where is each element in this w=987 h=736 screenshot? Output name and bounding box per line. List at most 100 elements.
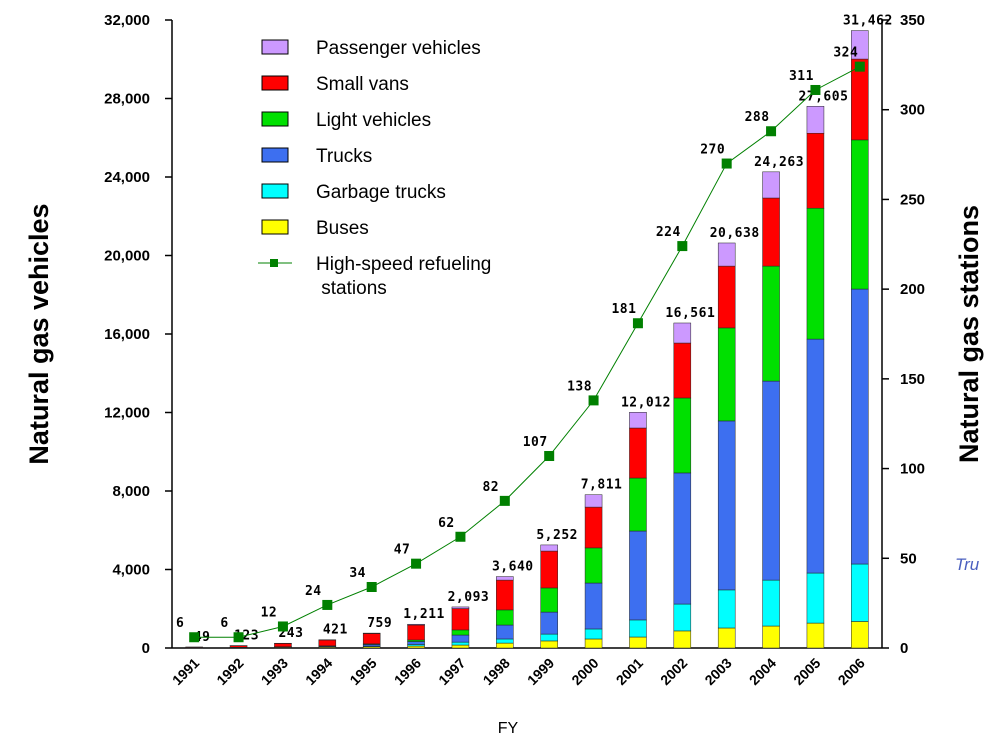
bar-segment bbox=[806, 572, 825, 624]
bar-segment bbox=[540, 587, 558, 613]
legend-label: Garbage trucks bbox=[316, 182, 446, 203]
bar-segment bbox=[629, 619, 647, 638]
x-axis-title: FY bbox=[498, 720, 519, 736]
y2-tick-label: 250 bbox=[900, 191, 925, 208]
bar-segment bbox=[673, 322, 692, 344]
point-label: 270 bbox=[700, 143, 725, 158]
legend-marker bbox=[270, 259, 278, 267]
bar-segment bbox=[540, 640, 558, 649]
bar-segment bbox=[451, 644, 470, 649]
total-label: 12,012 bbox=[621, 395, 671, 410]
y2-tick-label: 50 bbox=[900, 550, 917, 567]
bar-segment bbox=[629, 427, 647, 479]
point-label: 288 bbox=[745, 110, 770, 125]
line-marker bbox=[766, 126, 777, 137]
point-label: 34 bbox=[349, 566, 366, 581]
bar-segment bbox=[673, 630, 692, 649]
bar-segment bbox=[496, 579, 514, 611]
legend-swatch bbox=[261, 39, 289, 55]
line-marker bbox=[588, 395, 599, 406]
line-marker bbox=[233, 632, 244, 643]
legend-swatch bbox=[261, 183, 289, 199]
point-label: 12 bbox=[261, 605, 278, 620]
y2-axis-title: Natural gas stations bbox=[954, 205, 984, 463]
y2-tick-label: 350 bbox=[900, 12, 925, 29]
legend-label: Trucks bbox=[316, 146, 372, 167]
bar-segment bbox=[851, 288, 869, 565]
bar-segment bbox=[762, 380, 780, 581]
line-marker bbox=[499, 495, 510, 506]
line-marker bbox=[322, 599, 333, 610]
bar-segment bbox=[673, 397, 692, 474]
total-label: 20,638 bbox=[710, 226, 760, 241]
bar-segment bbox=[496, 576, 514, 581]
total-label: 1,211 bbox=[403, 607, 445, 622]
line-marker bbox=[721, 158, 732, 169]
bar-segment bbox=[717, 589, 736, 629]
line-marker bbox=[277, 621, 288, 632]
bar-segment bbox=[673, 603, 692, 632]
bar-segment bbox=[407, 624, 425, 641]
bar-segment bbox=[318, 639, 337, 647]
point-label: 62 bbox=[438, 516, 455, 531]
y2-tick-label: 150 bbox=[900, 371, 925, 388]
bar-segment bbox=[584, 506, 603, 549]
y-tick-label: 28,000 bbox=[104, 91, 150, 108]
point-label: 47 bbox=[394, 543, 411, 558]
x-tick-label: 2003 bbox=[701, 655, 734, 688]
legend-swatch bbox=[261, 219, 289, 235]
line-marker bbox=[810, 84, 821, 95]
bar-segment bbox=[629, 412, 647, 429]
y2-tick-label: 100 bbox=[900, 461, 925, 478]
line-marker bbox=[411, 558, 422, 569]
x-tick-label: 1993 bbox=[258, 655, 291, 688]
y-tick-label: 8,000 bbox=[112, 483, 150, 500]
bar-segment bbox=[451, 641, 470, 646]
legend-label: Passenger vehicles bbox=[316, 38, 481, 59]
bar-segment bbox=[540, 633, 558, 642]
bar-segment bbox=[584, 628, 603, 640]
bar-segment bbox=[806, 338, 825, 574]
total-label: 3,640 bbox=[492, 560, 534, 575]
bar-segment bbox=[806, 207, 825, 340]
bar-segment bbox=[584, 494, 603, 508]
x-tick-label: 1994 bbox=[302, 655, 335, 688]
x-tick-label: 1991 bbox=[169, 655, 202, 688]
total-label: 421 bbox=[323, 623, 348, 638]
bar-segment bbox=[407, 641, 425, 645]
y-tick-label: 32,000 bbox=[104, 12, 150, 29]
total-label: 24,263 bbox=[754, 155, 804, 170]
point-label: 6 bbox=[176, 616, 184, 631]
point-label: 24 bbox=[305, 584, 322, 599]
point-label: 107 bbox=[523, 435, 548, 450]
line-marker bbox=[366, 581, 377, 592]
bar-segment bbox=[762, 197, 780, 267]
bar-segment bbox=[496, 638, 514, 644]
annotation: Tru bbox=[955, 555, 980, 574]
bar-segment bbox=[274, 643, 292, 647]
bar-segment bbox=[806, 132, 825, 209]
x-tick-label: 2005 bbox=[790, 655, 823, 688]
bar-segment bbox=[717, 265, 736, 329]
legend-label: Light vehicles bbox=[316, 110, 431, 131]
x-tick-label: 1997 bbox=[435, 655, 468, 688]
line-marker bbox=[189, 632, 200, 643]
bar-segment bbox=[496, 624, 514, 640]
bar-segment bbox=[673, 472, 692, 605]
x-tick-label: 1999 bbox=[524, 655, 557, 688]
x-tick-label: 1998 bbox=[480, 655, 513, 688]
x-tick-label: 1995 bbox=[346, 655, 379, 688]
bar-segment bbox=[629, 530, 647, 621]
bar-segment bbox=[717, 327, 736, 422]
y-tick-label: 0 bbox=[142, 640, 150, 657]
y-tick-label: 20,000 bbox=[104, 248, 150, 265]
bar-segment bbox=[717, 420, 736, 591]
y-tick-label: 4,000 bbox=[112, 562, 150, 579]
x-tick-label: 2000 bbox=[568, 655, 601, 688]
bar-segment bbox=[762, 625, 780, 649]
bar-segment bbox=[407, 623, 425, 626]
bar-segment bbox=[629, 636, 647, 649]
x-tick-label: 1992 bbox=[213, 655, 246, 688]
bar-segment bbox=[673, 342, 692, 399]
